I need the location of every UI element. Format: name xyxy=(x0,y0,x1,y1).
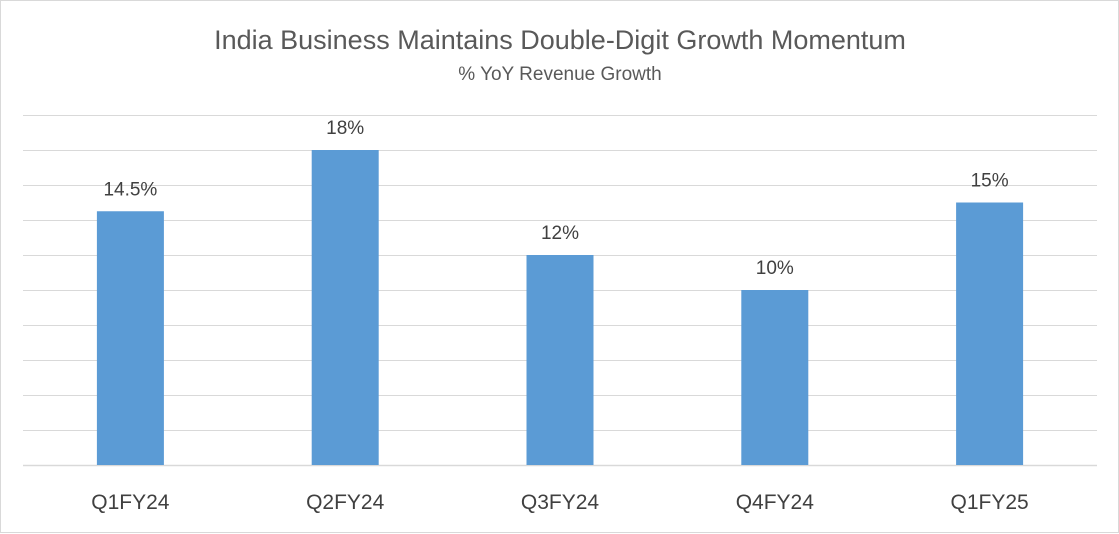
bar-q1fy24 xyxy=(96,211,164,465)
x-tick-label-q2fy24: Q2FY24 xyxy=(306,491,385,514)
data-label-q2fy24: 18% xyxy=(326,118,364,139)
data-label-q1fy25: 15% xyxy=(971,171,1009,192)
bar-q2fy24 xyxy=(311,150,379,465)
x-tick-label-q1fy24: Q1FY24 xyxy=(91,491,170,514)
x-tick-label-q1fy25: Q1FY25 xyxy=(950,491,1028,514)
data-label-q3fy24: 12% xyxy=(541,223,579,244)
data-label-q1fy24: 14.5% xyxy=(103,179,157,200)
bar-q1fy25 xyxy=(956,202,1024,465)
x-axis-tick-labels: Q1FY24 Q2FY24 Q3FY24 Q4FY24 Q1FY25 xyxy=(91,491,1028,514)
bars xyxy=(96,150,1024,465)
chart-subtitle: % YoY Revenue Growth xyxy=(458,64,662,85)
bar-q4fy24 xyxy=(741,290,809,465)
x-tick-label-q4fy24: Q4FY24 xyxy=(736,491,815,514)
chart-title: India Business Maintains Double-Digit Gr… xyxy=(214,25,906,55)
data-labels: 14.5% 18% 12% 10% 15% xyxy=(103,118,1008,279)
bar-q3fy24 xyxy=(526,255,594,465)
x-tick-label-q3fy24: Q3FY24 xyxy=(521,491,600,514)
data-label-q4fy24: 10% xyxy=(756,258,794,279)
